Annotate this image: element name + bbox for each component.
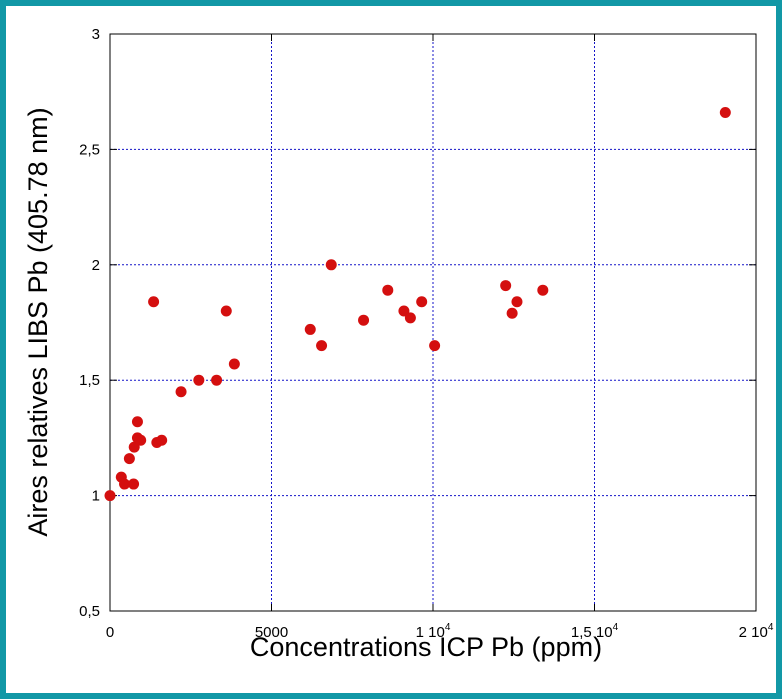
data-point <box>193 374 205 386</box>
data-point <box>135 434 147 446</box>
data-point <box>148 296 160 308</box>
data-point <box>719 106 731 118</box>
x-tick-label: 1,5 104 <box>571 622 619 641</box>
data-point <box>131 416 143 428</box>
y-tick-label: 2,5 <box>79 141 100 158</box>
data-point <box>175 386 187 398</box>
data-point <box>220 305 232 317</box>
y-tick-label: 0,5 <box>79 603 100 620</box>
data-point <box>128 478 140 490</box>
data-point <box>398 305 410 317</box>
y-tick-label: 3 <box>92 26 100 43</box>
x-tick-labels: 0 5000 1 104 1,5 104 2 104 <box>106 622 774 641</box>
grid-lines <box>110 34 756 611</box>
data-point <box>537 284 549 296</box>
data-point <box>500 280 512 292</box>
data-point <box>156 434 168 446</box>
x-tick-label: 1 104 <box>416 622 451 641</box>
x-tick-label: 0 <box>106 624 114 641</box>
y-tick-label: 1 <box>92 488 100 505</box>
x-axis-label: Concentrations ICP Pb (ppm) <box>250 632 602 662</box>
y-tick-label: 2 <box>92 257 100 274</box>
data-point <box>325 259 337 271</box>
data-point <box>104 490 116 502</box>
data-point <box>316 340 328 352</box>
data-point <box>511 296 523 308</box>
data-point <box>382 284 394 296</box>
x-tick-label: 5000 <box>255 624 288 641</box>
data-point <box>211 374 223 386</box>
data-point <box>304 323 316 335</box>
data-point <box>128 441 140 453</box>
tick-marks <box>109 33 757 612</box>
data-point <box>429 340 441 352</box>
data-point <box>404 312 416 324</box>
x-tick-label: 2 104 <box>739 622 774 641</box>
y-tick-label: 1,5 <box>79 372 100 389</box>
data-point <box>123 453 135 465</box>
y-axis-label: Aires relatives LIBS Pb (405.78 nm) <box>23 107 53 536</box>
data-points <box>104 106 731 502</box>
data-point <box>506 307 518 319</box>
data-point <box>358 314 370 326</box>
data-point <box>228 358 240 370</box>
data-point <box>416 296 428 308</box>
data-point <box>119 478 131 490</box>
y-tick-labels: 0,5 1 1,5 2 2,5 3 <box>79 26 100 620</box>
